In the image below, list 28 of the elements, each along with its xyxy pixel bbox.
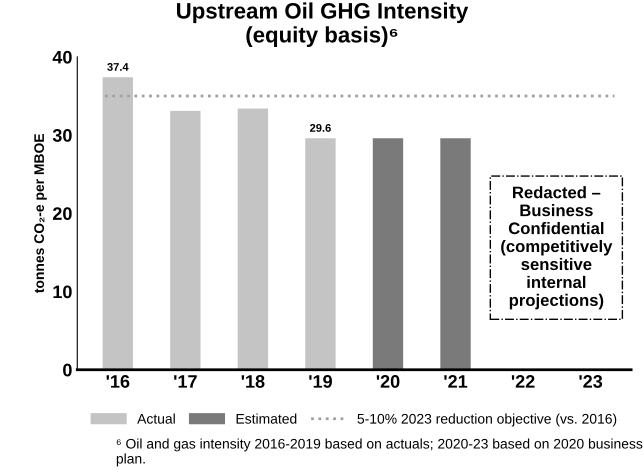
x-tick-label: '20 <box>376 375 400 388</box>
x-tick-label: '21 <box>444 375 468 388</box>
bar <box>372 138 404 370</box>
bar <box>238 108 268 370</box>
annotation: Redacted – Business Confidential (competitively sensitive internal projections) <box>501 186 612 310</box>
y-tick-label: 20 <box>52 207 72 220</box>
chart-title: Upstream Oil GHG Intensity (equity basis)⁶ <box>177 2 468 48</box>
y-tick-label: 40 <box>52 50 72 64</box>
text: ⁶ Oil and gas intensity 2016-2019 based on actuals; 2020-23 based on 2020 business plan. <box>116 438 642 466</box>
bar <box>170 110 201 370</box>
y-tick-label: 30 <box>52 129 72 142</box>
x-tick-label: '18 <box>242 375 265 388</box>
data-label: 37.4 <box>107 62 129 71</box>
x-tick-label: '22 <box>512 375 535 388</box>
bar <box>102 77 133 370</box>
legend-label: 5-10% 2023 reduction objective (vs. 2016) <box>357 414 616 426</box>
bar <box>305 138 336 370</box>
legend-label: Actual <box>137 414 175 424</box>
x-tick-label: '23 <box>579 375 602 388</box>
x-tick-label: '19 <box>309 375 332 388</box>
y-tick-label: 10 <box>53 285 72 298</box>
y-axis-title: tonnes CO₂-e per MBOE <box>34 134 47 293</box>
legend-label: Estimated <box>236 414 296 424</box>
data-label: 29.6 <box>310 124 331 132</box>
bar <box>440 138 471 370</box>
x-tick-label: '16 <box>106 375 130 388</box>
x-tick-label: '17 <box>174 375 197 388</box>
y-tick-label: 0 <box>63 364 72 376</box>
